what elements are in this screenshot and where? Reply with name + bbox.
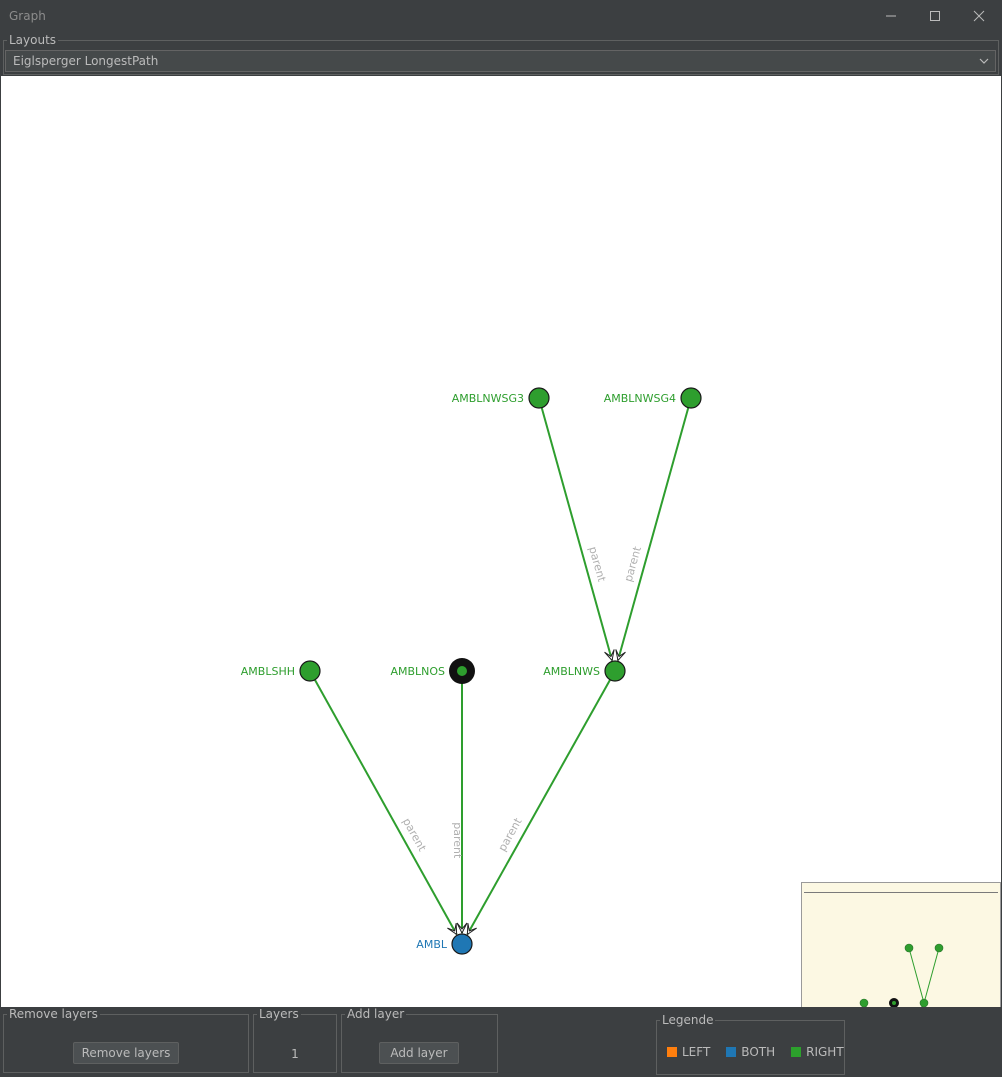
layouts-group: Layouts (3, 33, 999, 75)
graph-edge[interactable] (313, 679, 458, 935)
graph-edge[interactable] (540, 407, 614, 661)
satellite-node (859, 998, 869, 1008)
graph-canvas[interactable]: parent parent parent parent parent AMBLNWSG3… (1, 76, 1001, 1077)
graph-node-label: AMBL (416, 938, 448, 951)
layers-group-label: Layers (259, 1007, 299, 1021)
remove-layers-button[interactable]: Remove layers (73, 1042, 179, 1064)
edge-arrowhead (456, 922, 468, 935)
satellite-edge (923, 947, 940, 1004)
legend-item-right: RIGHT (791, 1045, 844, 1059)
graph-node-label: AMBLNWS (543, 665, 600, 678)
layout-select[interactable]: Eiglsperger LongestPath (5, 50, 996, 72)
satellite-edge (908, 947, 925, 1004)
legend-swatch-both (726, 1047, 737, 1057)
legend-item-both: BOTH (726, 1045, 775, 1059)
graph-node-label: AMBLNWSG4 (604, 392, 676, 405)
legend-label-left: LEFT (682, 1045, 711, 1059)
satellite-node (934, 943, 944, 953)
edge-arrowhead (615, 649, 626, 662)
edge-label: parent (496, 815, 525, 853)
title-bar: Graph (0, 0, 1002, 32)
edge-label: parent (400, 816, 429, 854)
graph-edge[interactable] (616, 407, 690, 661)
legend-group: Legende LEFT BOTH RIGHT (656, 1013, 845, 1075)
satellite-node (919, 998, 929, 1008)
layers-group: Layers 1 (253, 1007, 337, 1073)
satellite-node (904, 943, 914, 953)
satellite-node-core (892, 1001, 896, 1005)
minimize-icon[interactable] (869, 0, 913, 32)
window-title: Graph (9, 9, 46, 23)
graph-node[interactable] (604, 660, 626, 682)
add-layer-button[interactable]: Add layer (379, 1042, 459, 1064)
legend-swatch-right (791, 1047, 802, 1057)
legend-group-label: Legende (662, 1013, 714, 1027)
close-icon[interactable] (957, 0, 1001, 32)
legend-label-both: BOTH (741, 1045, 776, 1059)
layers-count: 1 (291, 1047, 299, 1061)
layout-select-value: Eiglsperger LongestPath (13, 54, 159, 68)
remove-layers-group-label: Remove layers (9, 1007, 98, 1021)
edge-arrowhead (466, 923, 477, 936)
legend-swatch-left (667, 1047, 677, 1057)
graph-node-label: AMBLNWSG3 (452, 392, 524, 405)
graph-node[interactable] (299, 660, 321, 682)
graph-node[interactable] (457, 666, 467, 676)
edge-label: parent (451, 822, 464, 859)
edge-arrowhead (447, 923, 458, 936)
graph-node[interactable] (680, 387, 702, 409)
graph-node[interactable] (451, 933, 473, 955)
legend-item-left: LEFT (667, 1045, 710, 1059)
graph-edge[interactable] (466, 679, 611, 935)
chevron-down-icon (979, 58, 989, 64)
edge-arrowhead (604, 649, 615, 662)
graph-node-label: AMBLSHH (241, 665, 295, 678)
satellite-top-rule (804, 892, 998, 893)
legend-label-right: RIGHT (806, 1045, 844, 1059)
graph-node[interactable] (528, 387, 550, 409)
layouts-group-label: Layouts (9, 33, 57, 47)
add-layer-group-label: Add layer (347, 1007, 405, 1021)
maximize-icon[interactable] (913, 0, 957, 32)
bottom-panel: Remove layers Remove layers Layers 1 Add… (0, 1007, 1002, 1077)
remove-layers-group: Remove layers Remove layers (3, 1007, 249, 1073)
add-layer-group: Add layer Add layer (341, 1007, 498, 1073)
graph-node-label: AMBLNOS (390, 665, 445, 678)
